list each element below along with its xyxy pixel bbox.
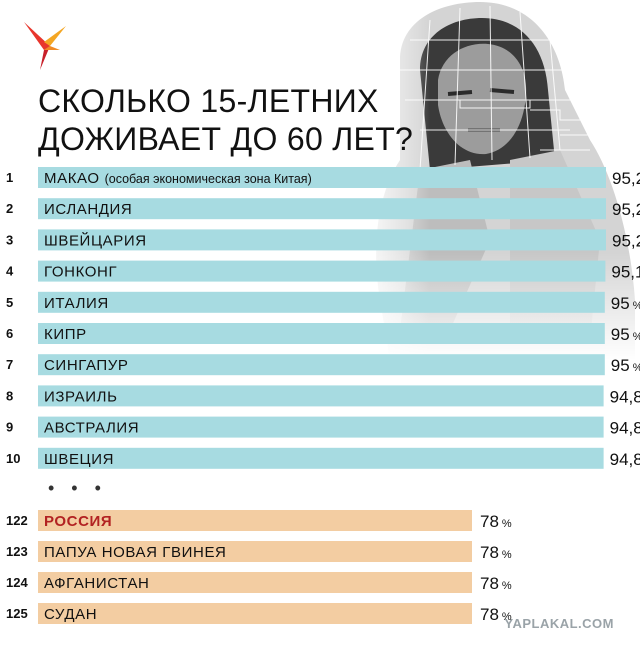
unit-label: % bbox=[502, 611, 512, 623]
bar-row-3: 3 ШВЕЙЦАРИЯ 95,2% bbox=[6, 229, 640, 251]
rank-label: 9 bbox=[6, 420, 13, 435]
value-label: 94,8% bbox=[610, 419, 640, 438]
bar-10 bbox=[38, 447, 604, 469]
bar-row-8: 8 ИЗРАИЛЬ 94,8% bbox=[6, 385, 640, 407]
bar-row-5: 5 ИТАЛИЯ 95% bbox=[6, 291, 640, 313]
bar-row-2: 2 ИСЛАНДИЯ 95,2% bbox=[6, 198, 640, 220]
rank-label: 3 bbox=[6, 232, 13, 247]
unit-label: % bbox=[502, 580, 512, 592]
rank-label: 4 bbox=[6, 264, 14, 279]
country-label: ИЗРАИЛЬ bbox=[44, 388, 118, 405]
bar-row-123: 123 ПАПУА НОВАЯ ГВИНЕЯ 78% bbox=[6, 541, 512, 562]
bar-6 bbox=[38, 323, 605, 344]
value-label: 94,8% bbox=[610, 450, 640, 469]
country-label: СИНГАПУР bbox=[44, 357, 129, 374]
bar-5 bbox=[38, 291, 605, 313]
bar-122 bbox=[38, 510, 472, 531]
unit-label: % bbox=[633, 362, 640, 374]
rank-label: 5 bbox=[6, 295, 13, 310]
bar-row-7: 7 СИНГАПУР 95% bbox=[6, 354, 640, 376]
bar-8 bbox=[38, 385, 604, 407]
rank-label: 8 bbox=[6, 388, 13, 403]
rank-label: 7 bbox=[6, 357, 13, 372]
value-label: 95% bbox=[611, 294, 640, 313]
watermark: YAPLAKAL.COM bbox=[504, 616, 614, 631]
bar-3 bbox=[38, 229, 606, 251]
bar-123 bbox=[38, 541, 472, 562]
title-line-2: ДОЖИВАЕТ ДО 60 ЛЕТ? bbox=[38, 121, 414, 157]
country-label: ШВЕЦИЯ bbox=[44, 451, 114, 468]
country-label: КИПР bbox=[44, 326, 87, 343]
bird-logo-icon bbox=[24, 22, 66, 70]
value-label: 78% bbox=[480, 512, 512, 531]
country-label: ИТАЛИЯ bbox=[44, 295, 109, 312]
bar-row-125: 125 СУДАН 78% bbox=[6, 603, 512, 624]
title-line-1: СКОЛЬКО 15-ЛЕТНИХ bbox=[38, 83, 379, 119]
rank-label: 124 bbox=[6, 575, 28, 590]
rank-label: 1 bbox=[6, 170, 13, 185]
bar-row-122: 122 РОССИЯ 78% bbox=[6, 510, 512, 531]
value-label: 78% bbox=[480, 574, 512, 593]
bar-4 bbox=[38, 260, 606, 282]
country-label: АФГАНИСТАН bbox=[44, 575, 150, 592]
value-label: 95,2% bbox=[612, 200, 640, 219]
bar-7 bbox=[38, 354, 605, 376]
rank-label: 6 bbox=[6, 326, 13, 341]
country-label: ИСЛАНДИЯ bbox=[44, 201, 132, 218]
unit-label: % bbox=[633, 331, 640, 343]
value-label: 94,8% bbox=[610, 387, 640, 406]
bar-124 bbox=[38, 572, 472, 593]
bar-2 bbox=[38, 198, 606, 220]
country-label: АВСТРАЛИЯ bbox=[44, 420, 139, 437]
rank-label: 2 bbox=[6, 201, 13, 216]
bar-row-124: 124 АФГАНИСТАН 78% bbox=[6, 572, 512, 593]
unit-label: % bbox=[633, 300, 640, 312]
country-label: ПАПУА НОВАЯ ГВИНЕЯ bbox=[44, 544, 227, 561]
bar-row-6: 6 КИПР 95% bbox=[6, 323, 640, 344]
value-label: 78% bbox=[480, 543, 512, 562]
rank-gap-ellipsis: • • • bbox=[48, 478, 107, 498]
value-label: 95% bbox=[611, 325, 640, 344]
bar-row-10: 10 ШВЕЦИЯ 94,8% bbox=[6, 447, 640, 469]
rank-label: 10 bbox=[6, 451, 20, 466]
bar-row-1: 1 МАКАО (особая экономическая зона Китая) 9… bbox=[6, 167, 640, 188]
country-label: СУДАН bbox=[44, 606, 97, 623]
bar-1 bbox=[38, 167, 606, 188]
value-label: 95,2% bbox=[612, 231, 640, 250]
value-label: 95,1% bbox=[611, 263, 640, 282]
country-note: (особая экономическая зона Китая) bbox=[105, 172, 312, 186]
rank-label: 123 bbox=[6, 544, 28, 559]
country-label: ШВЕЙЦАРИЯ bbox=[44, 231, 147, 249]
bar-row-9: 9 АВСТРАЛИЯ 94,8% bbox=[6, 416, 640, 438]
country-label: ГОНКОНГ bbox=[44, 264, 117, 281]
unit-label: % bbox=[502, 518, 512, 530]
rank-label: 125 bbox=[6, 606, 28, 621]
rank-label: 122 bbox=[6, 513, 28, 528]
value-label: 95% bbox=[611, 356, 640, 375]
value-label: 95,2% bbox=[612, 169, 640, 188]
unit-label: % bbox=[502, 549, 512, 561]
country-label: МАКАО (особая экономическая зона Китая) bbox=[44, 170, 312, 187]
page-title: СКОЛЬКО 15-ЛЕТНИХ ДОЖИВАЕТ ДО 60 ЛЕТ? bbox=[38, 82, 413, 158]
country-label: РОССИЯ bbox=[44, 513, 112, 530]
bar-125 bbox=[38, 603, 472, 624]
bar-row-4: 4 ГОНКОНГ 95,1% bbox=[6, 260, 640, 282]
bar-9 bbox=[38, 416, 604, 438]
